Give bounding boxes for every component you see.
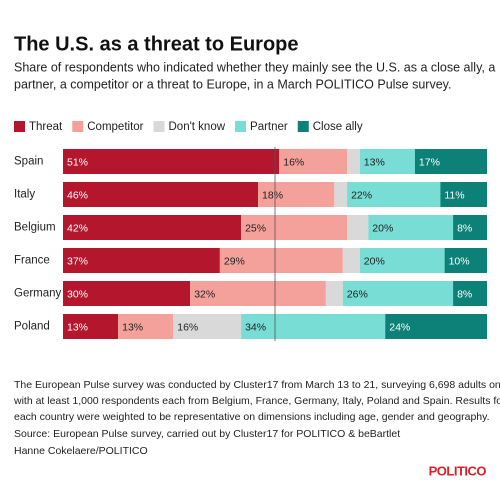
note: The European Pulse survey was conducted …	[14, 379, 500, 391]
note: each country were weighted to be represe…	[14, 411, 490, 423]
bar-segment	[347, 215, 369, 240]
legend-label: Don't know	[169, 121, 226, 133]
data-label: 13%	[364, 156, 385, 168]
chart-title: The U.S. as a threat to Europe	[14, 33, 299, 55]
bar-segment	[385, 314, 487, 339]
data-label: 24%	[389, 321, 410, 333]
data-label: 13%	[122, 321, 143, 333]
data-label: 20%	[364, 255, 385, 267]
credit: Hanne Cokelaere/POLITICO	[14, 445, 148, 457]
note: with at least 1,000 respondents each fro…	[13, 395, 500, 407]
bar-segment	[347, 182, 441, 207]
bar-segment	[359, 248, 445, 273]
data-label: 34%	[245, 321, 266, 333]
bar-segment	[444, 248, 487, 273]
data-label: 46%	[67, 189, 88, 201]
category-label: Belgium	[14, 222, 56, 234]
bar-segment	[63, 248, 220, 273]
bar-segment	[342, 281, 454, 306]
bar-segment	[334, 182, 348, 207]
bar-segment	[241, 314, 386, 339]
bar-segment	[63, 149, 280, 174]
bar-segment	[190, 281, 326, 306]
data-label: 29%	[224, 255, 245, 267]
bar-segment	[453, 281, 487, 306]
legend-swatch	[235, 121, 247, 132]
bar-segment	[325, 281, 343, 306]
bar-segment	[241, 215, 348, 240]
subtitle: Share of respondents who indicated wheth…	[14, 60, 495, 74]
legend-label: Partner	[250, 121, 288, 133]
legend-label: Threat	[29, 121, 63, 133]
logo: POLITICO	[429, 463, 487, 478]
bar-segment	[63, 182, 259, 207]
category-label: Italy	[14, 189, 35, 201]
legend-swatch	[14, 121, 25, 132]
data-label: 26%	[347, 288, 368, 300]
source: Source: European Pulse survey, carried o…	[14, 428, 400, 440]
legend-swatch	[297, 121, 309, 132]
data-label: 17%	[419, 156, 440, 168]
bar-segment	[368, 215, 454, 240]
data-label: 16%	[283, 156, 304, 168]
data-label: 16%	[177, 321, 198, 333]
data-label: 8%	[457, 288, 472, 300]
subtitle: partner, a competitor or a threat to Eur…	[14, 77, 451, 91]
data-label: 13%	[67, 321, 88, 333]
data-label: 11%	[444, 189, 464, 201]
bar-segment	[440, 182, 487, 207]
bar-segment	[173, 314, 242, 339]
bar-segment	[359, 149, 415, 174]
bar-segment	[258, 182, 335, 207]
legend-label: Competitor	[87, 121, 143, 133]
bar-segment	[279, 149, 348, 174]
data-label: 37%	[67, 255, 88, 267]
data-label: 8%	[457, 222, 472, 234]
bar-segment	[63, 215, 242, 240]
data-label: 10%	[449, 255, 470, 267]
category-label: France	[14, 255, 50, 267]
bar-segment	[118, 314, 174, 339]
data-label: 25%	[245, 222, 266, 234]
bar-segment	[347, 149, 360, 174]
category-label: Spain	[14, 156, 43, 168]
legend-swatch	[72, 121, 84, 132]
bar-segment	[414, 149, 487, 174]
category-label: Germany	[14, 288, 62, 300]
data-label: 32%	[194, 288, 215, 300]
legend-label: Close ally	[313, 121, 363, 133]
data-label: 18%	[262, 189, 283, 201]
bar-segment	[342, 248, 360, 273]
data-label: 51%	[67, 156, 88, 168]
legend-swatch	[153, 121, 165, 132]
bar-segment	[219, 248, 343, 273]
bar-segment	[63, 281, 191, 306]
data-label: 20%	[372, 222, 393, 234]
data-label: 22%	[351, 189, 372, 201]
data-label: 42%	[67, 222, 88, 234]
bar-segment	[63, 314, 119, 339]
bar-segment	[453, 215, 487, 240]
category-label: Poland	[14, 321, 50, 333]
data-label: 30%	[67, 288, 88, 300]
